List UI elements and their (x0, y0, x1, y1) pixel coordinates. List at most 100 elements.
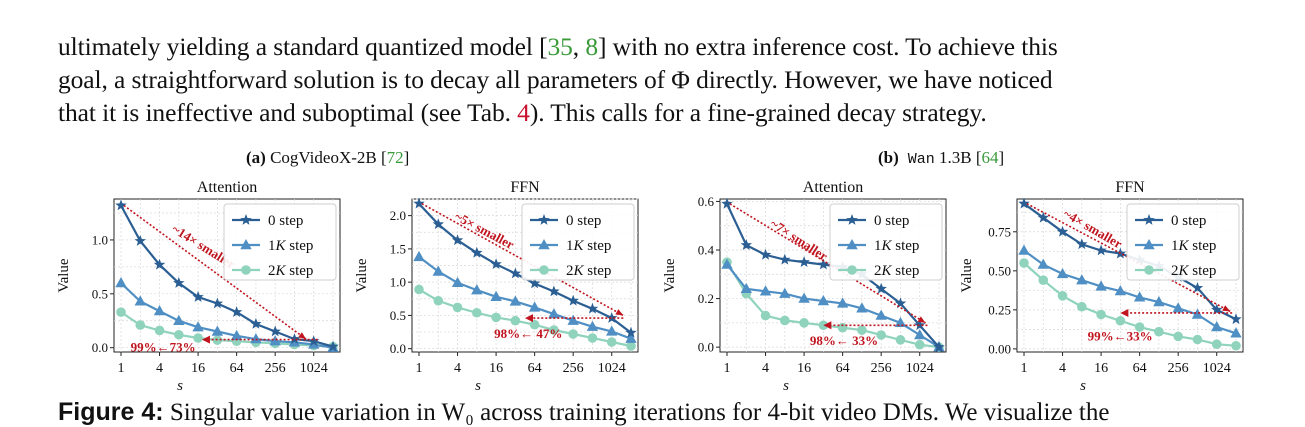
star-marker (269, 325, 281, 337)
model-name: CogVideoX-2B [ (265, 148, 387, 167)
star-marker (1018, 197, 1030, 209)
y-tick-label: 0.50 (988, 263, 1011, 278)
triangle-marker (1153, 296, 1165, 307)
figure-caption: Figure 4: Singular value variation in W₀… (58, 398, 1109, 427)
arrowhead (823, 321, 832, 330)
chart-panel-cogvideox-ffn: FFN Value s 0.0 0.5 1.0 1.5 2.0 1 4 16 64 256 1024 ~5×… (350, 172, 650, 403)
triangle-marker (875, 309, 887, 320)
arrowhead (1120, 308, 1129, 317)
energy-label: 98%← 33% (810, 333, 878, 348)
star-marker (1143, 214, 1155, 225)
y-axis-label: Value (354, 258, 370, 292)
x-tick-label: 1024 (300, 361, 328, 376)
y-tick-label: 0.00 (988, 341, 1011, 356)
star-marker (538, 214, 550, 225)
circle-marker (414, 284, 424, 295)
x-axis-label: s (783, 378, 789, 394)
table-reference-link[interactable]: 4 (517, 98, 530, 127)
triangle-marker (798, 292, 810, 303)
circle-marker (193, 333, 203, 343)
x-tick-label: 4 (156, 361, 163, 376)
chart-panel-cogvideox-attention: Attention Value s 0.0 0.5 1.0 1 4 16 64 256 1024 ~14… (52, 172, 352, 403)
citation-link[interactable]: 35 (547, 32, 573, 61)
circle-marker (241, 265, 251, 275)
y-tick-label: 0.2 (698, 291, 714, 306)
legend: 0 step 1K step 2K step (829, 203, 943, 281)
circle-marker (837, 322, 848, 333)
star-marker (740, 239, 752, 250)
legend-label: 1K step (1171, 238, 1216, 254)
triangle-marker (721, 258, 733, 269)
arrowhead (525, 314, 533, 323)
chart-title: FFN (510, 179, 540, 196)
triangle-marker (625, 332, 637, 343)
energy-label: 99%←33% (1088, 328, 1153, 343)
star-marker (798, 256, 810, 267)
energy-label: 98%← 47% (494, 326, 562, 341)
x-tick-label: 1024 (906, 361, 934, 376)
star-marker (779, 253, 791, 265)
circle-marker (1057, 290, 1068, 301)
x-tick-label: 4 (762, 361, 769, 376)
legend: 0 step 1K step 2K step (1126, 203, 1240, 281)
star-marker (240, 214, 252, 225)
energy-label: 99%←73% (131, 340, 196, 355)
triangle-marker (1143, 239, 1155, 250)
star-marker (413, 197, 425, 209)
star-marker (1037, 211, 1049, 223)
series-0-step (115, 199, 339, 352)
citation-link[interactable]: 8 (585, 32, 599, 61)
triangle-marker (211, 325, 224, 336)
caption-text: Singular value variation in W₀ across tr… (163, 399, 1110, 426)
legend-box (1126, 203, 1240, 281)
y-tick-label: 1.0 (92, 232, 108, 247)
legend-box (521, 203, 635, 281)
circle-marker (1019, 258, 1029, 268)
chart-title: Attention (197, 179, 257, 196)
y-tick-label: 0.0 (390, 341, 406, 356)
circle-marker (1211, 339, 1222, 349)
triangle-marker (230, 329, 243, 341)
x-tick-label: 1 (416, 361, 423, 376)
star-marker (548, 285, 560, 297)
legend-label: 1K step (268, 238, 313, 254)
chart-title: FFN (1115, 179, 1145, 196)
legend-label: 0 step (1171, 213, 1206, 229)
circle-marker (847, 265, 857, 275)
star-marker (759, 248, 772, 260)
circle-marker (876, 330, 886, 340)
circle-marker (1231, 340, 1241, 351)
circle-marker (1154, 326, 1164, 337)
circle-marker (1115, 315, 1126, 326)
star-marker (894, 297, 907, 309)
series-1k-step (413, 250, 637, 343)
circle-marker (433, 295, 444, 306)
triangle-marker (269, 335, 281, 346)
circle-marker (529, 319, 540, 330)
arrowhead (917, 316, 926, 323)
star-marker (173, 277, 185, 288)
triangle-marker (1211, 321, 1223, 332)
text-run: , (572, 32, 586, 61)
citation-link[interactable]: 72 (386, 148, 404, 167)
y-axis-label: Value (662, 258, 678, 292)
legend-label: 0 step (874, 213, 909, 229)
star-marker (721, 197, 733, 209)
star-marker (817, 258, 830, 270)
triangle-marker (240, 239, 252, 250)
circle-marker (760, 310, 771, 321)
circle-marker (549, 325, 559, 335)
subfigure-label: (a) (246, 148, 266, 167)
legend-label: 1K step (566, 238, 611, 254)
citation-link[interactable]: 64 (981, 148, 999, 167)
triangle-marker (779, 287, 791, 298)
star-marker (153, 258, 166, 270)
paragraph-line-3: that it is ineffective and suboptimal (s… (58, 96, 1258, 129)
circle-marker (1144, 265, 1154, 275)
subfigure-label: (b) (878, 148, 899, 167)
text-run: that it is ineffective and suboptimal (s… (58, 98, 518, 127)
star-marker (846, 214, 858, 225)
circle-marker (1038, 275, 1049, 285)
